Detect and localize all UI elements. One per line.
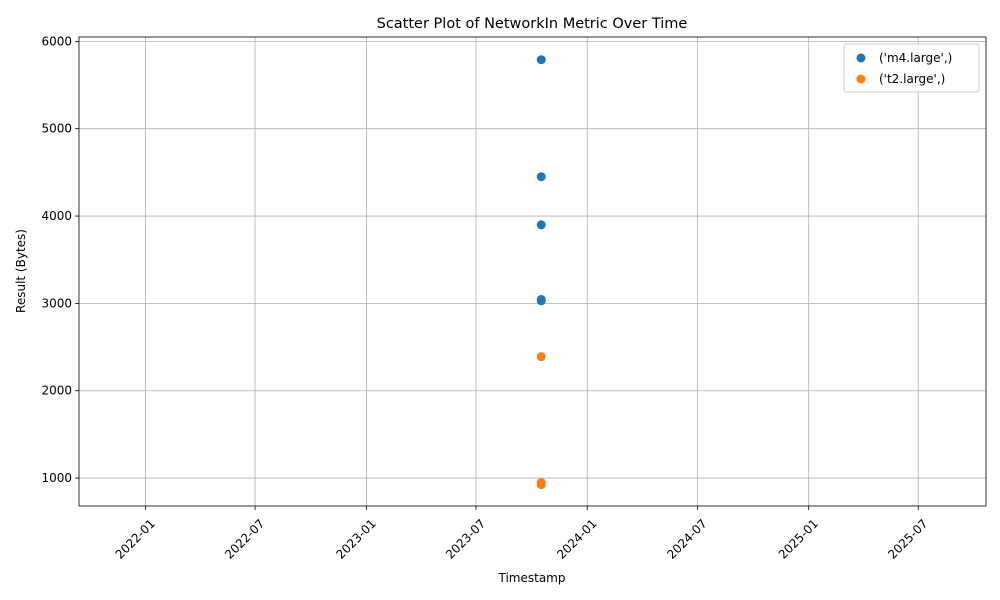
y-tick-label: 3000	[41, 296, 72, 310]
data-point	[536, 296, 546, 306]
grid	[79, 37, 986, 506]
y-tick-label: 2000	[41, 384, 72, 398]
legend-label: ('t2.large',)	[879, 72, 945, 86]
legend-label: ('m4.large',)	[879, 51, 952, 65]
plot-frame	[78, 36, 987, 507]
y-tick-label: 4000	[41, 209, 72, 223]
data-point	[536, 172, 546, 182]
data-point	[536, 352, 546, 362]
y-tick-label: 5000	[41, 122, 72, 136]
legend-marker	[856, 53, 866, 63]
data-points	[536, 55, 546, 490]
legend-marker	[856, 74, 866, 84]
y-axis: 1000 2000 3000 4000 5000 6000	[41, 34, 79, 485]
data-point	[536, 55, 546, 65]
x-axis-title: Timestamp	[498, 571, 566, 585]
legend-box	[843, 43, 980, 93]
legend: ('m4.large',) ('t2.large',)	[843, 43, 980, 93]
data-point	[536, 220, 546, 230]
data-point	[536, 480, 546, 490]
y-axis-title: Result (Bytes)	[14, 229, 28, 313]
chart-title: Scatter Plot of NetworkIn Metric Over Ti…	[377, 16, 688, 32]
y-tick-label: 6000	[41, 34, 72, 48]
y-tick-label: 1000	[41, 471, 72, 485]
